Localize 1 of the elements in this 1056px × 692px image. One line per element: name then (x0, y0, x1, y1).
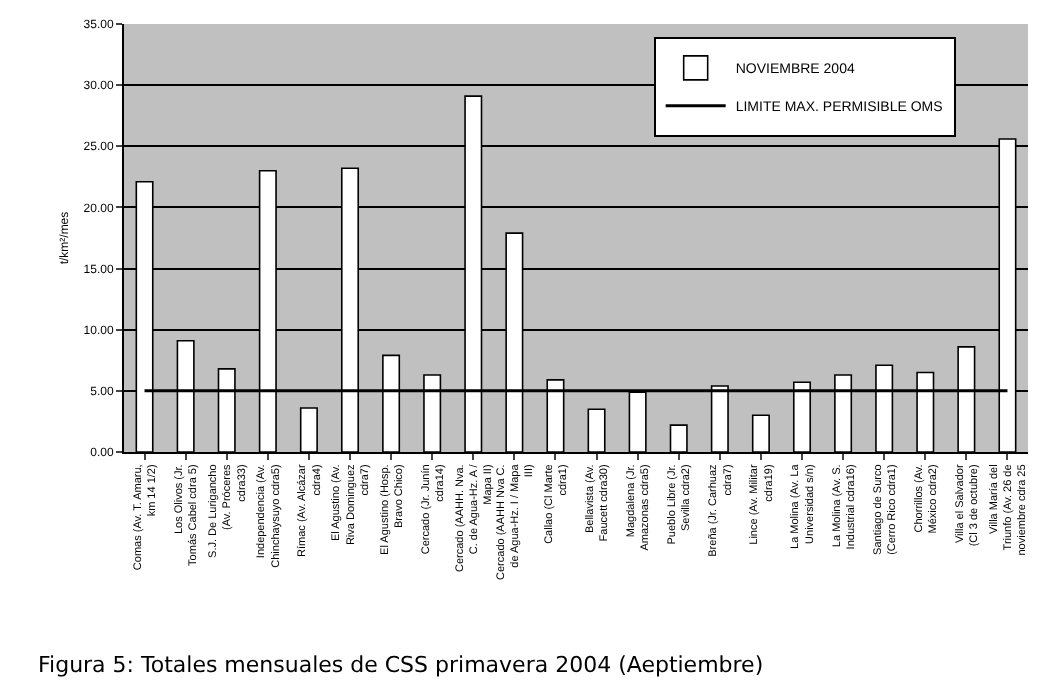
text: Figura 5: Totales mensuales de CSS primavera 2004 (Aeptiembre) (38, 652, 764, 678)
